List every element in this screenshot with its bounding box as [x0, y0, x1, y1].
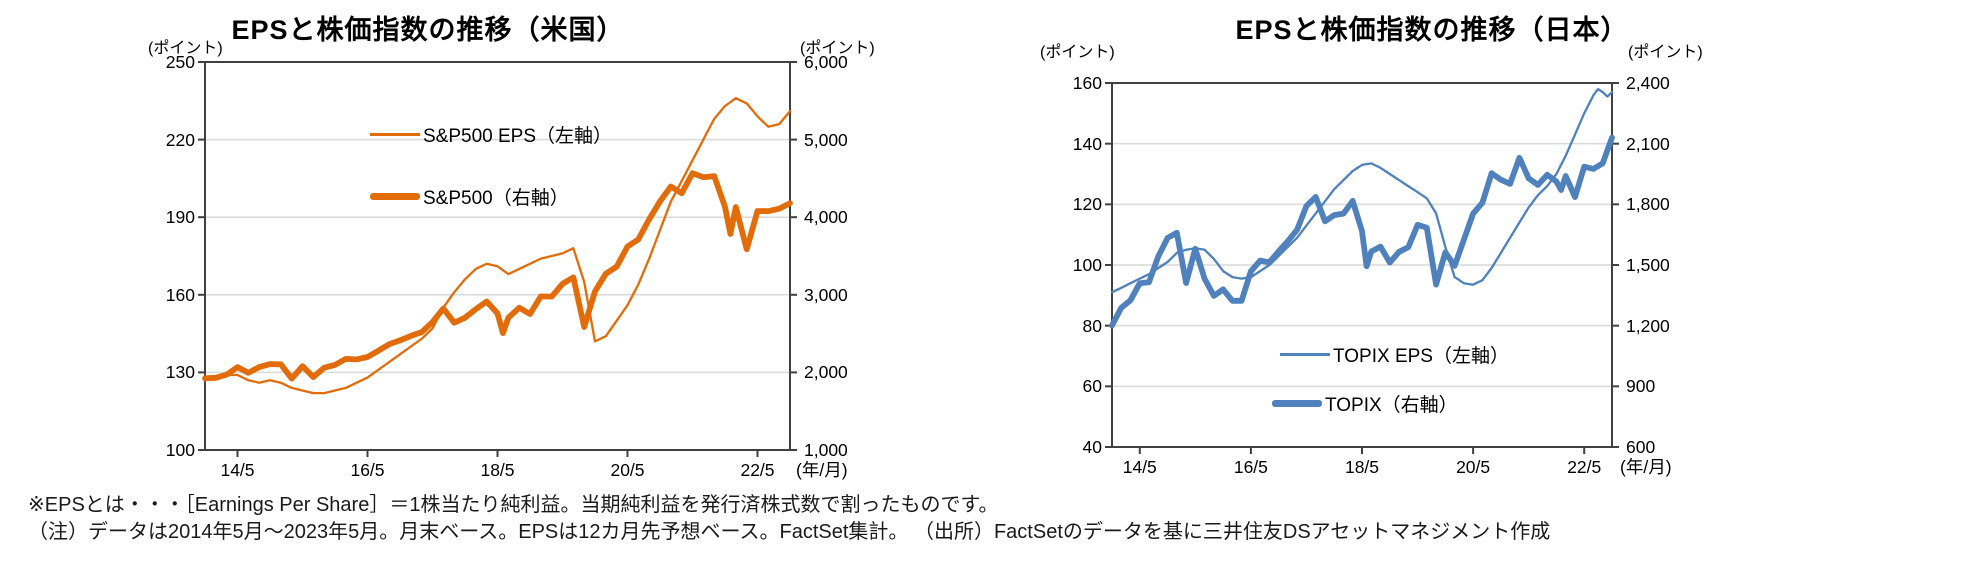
y-axis-label-right: 1,500 [1626, 255, 1670, 275]
right-axis-unit: (ポイント) [1628, 44, 1703, 61]
footnote-source: （注）データは2014年5月～2023年5月。月末ベース。EPSは12カ月先予想… [28, 521, 1551, 543]
x-axis-unit: (年/月) [1620, 457, 1672, 477]
y-axis-label-left: 60 [1082, 376, 1102, 397]
x-axis-unit: (年/月) [796, 460, 848, 480]
legend-label: TOPIX EPS（左軸） [1333, 346, 1509, 367]
legend-label: S&P500 EPS（左軸） [423, 126, 613, 147]
y-axis-label-left: 80 [1082, 315, 1102, 336]
y-axis-label-left: 40 [1082, 437, 1102, 457]
footnote-eps-definition: ※EPSとは・・・［Earnings Per Share］＝1株当たり純利益。当… [28, 494, 999, 516]
y-axis-label-right: 600 [1626, 437, 1656, 457]
y-axis-label-left: 160 [1072, 73, 1102, 93]
legend-item-topix-eps: TOPIX EPS（左軸） [1280, 341, 1509, 368]
x-axis-label: 18/5 [480, 460, 515, 480]
x-axis-label: 14/5 [1122, 457, 1157, 477]
y-axis-label-left: 190 [165, 207, 195, 228]
y-axis-label-right: 4,000 [804, 207, 848, 228]
y-axis-label-right: 2,400 [1626, 73, 1670, 93]
plot-area [198, 61, 797, 457]
s-p500-eps-line [203, 97, 792, 395]
y-axis-label-right: 5,000 [804, 129, 848, 150]
chart-title-jp: EPSと株価指数の推移（日本） [1235, 15, 1629, 45]
y-axis-label-right: 2,100 [1626, 133, 1670, 154]
y-axis-label-right: 1,000 [804, 440, 848, 460]
chart-title-us: EPSと株価指数の推移（米国） [231, 15, 625, 45]
s-p500-line [202, 170, 793, 382]
x-axis-label: 16/5 [1233, 457, 1268, 477]
left-axis-unit: (ポイント) [1040, 44, 1115, 61]
y-axis-label-left: 250 [165, 52, 195, 72]
legend-item-topix: TOPIX（右軸） [1272, 390, 1458, 417]
y-axis-label-left: 130 [165, 362, 195, 383]
legend-line-icon [1272, 400, 1322, 407]
legend-label: S&P500（右軸） [423, 188, 569, 209]
left-axis-unit: (ポイント) [148, 40, 223, 57]
legend-line-icon [1280, 353, 1330, 356]
footnotes: ※EPSとは・・・［Earnings Per Share］＝1株当たり純利益。当… [28, 492, 1550, 546]
x-axis-label: 22/5 [740, 460, 775, 480]
legend-line-icon [370, 193, 420, 200]
x-axis-label: 18/5 [1344, 457, 1380, 477]
topix-eps-line [1110, 87, 1614, 294]
y-axis-label-left: 220 [165, 129, 195, 150]
x-axis-label: 14/5 [220, 460, 255, 480]
chart-panel-jp: EPSと株価指数の推移（日本） (ポイント) (ポイント) TOPIX EPS（… [1040, 6, 1840, 506]
y-axis-label-left: 140 [1072, 133, 1102, 154]
legend-item-sp500-eps: S&P500 EPS（左軸） [370, 121, 612, 148]
y-axis-label-right: 3,000 [804, 284, 848, 305]
plot-area [1105, 82, 1619, 454]
y-axis-label-right: 900 [1626, 376, 1656, 397]
x-axis-label: 20/5 [610, 460, 645, 480]
legend-line-icon [370, 133, 420, 136]
x-axis-label: 20/5 [1456, 457, 1491, 477]
topix-line [1109, 134, 1615, 329]
y-axis-label-right: 2,000 [804, 362, 848, 383]
legend-item-sp500: S&P500（右軸） [370, 183, 569, 210]
y-axis-label-left: 100 [165, 440, 195, 460]
chart-panel-us: EPSと株価指数の推移（米国） (ポイント) (ポイント) S&P500 EPS… [148, 6, 938, 506]
y-axis-label-right: 1,200 [1626, 315, 1670, 336]
y-axis-label-left: 100 [1072, 255, 1102, 275]
x-axis-label: 22/5 [1567, 457, 1602, 477]
x-axis-label: 16/5 [350, 460, 385, 480]
y-axis-label-right: 1,800 [1626, 194, 1670, 215]
y-axis-label-right: 6,000 [804, 52, 848, 72]
legend-label: TOPIX（右軸） [1325, 395, 1458, 416]
y-axis-label-left: 120 [1072, 194, 1102, 215]
y-axis-label-left: 160 [165, 284, 195, 305]
right-axis-unit: (ポイント) [800, 40, 875, 57]
